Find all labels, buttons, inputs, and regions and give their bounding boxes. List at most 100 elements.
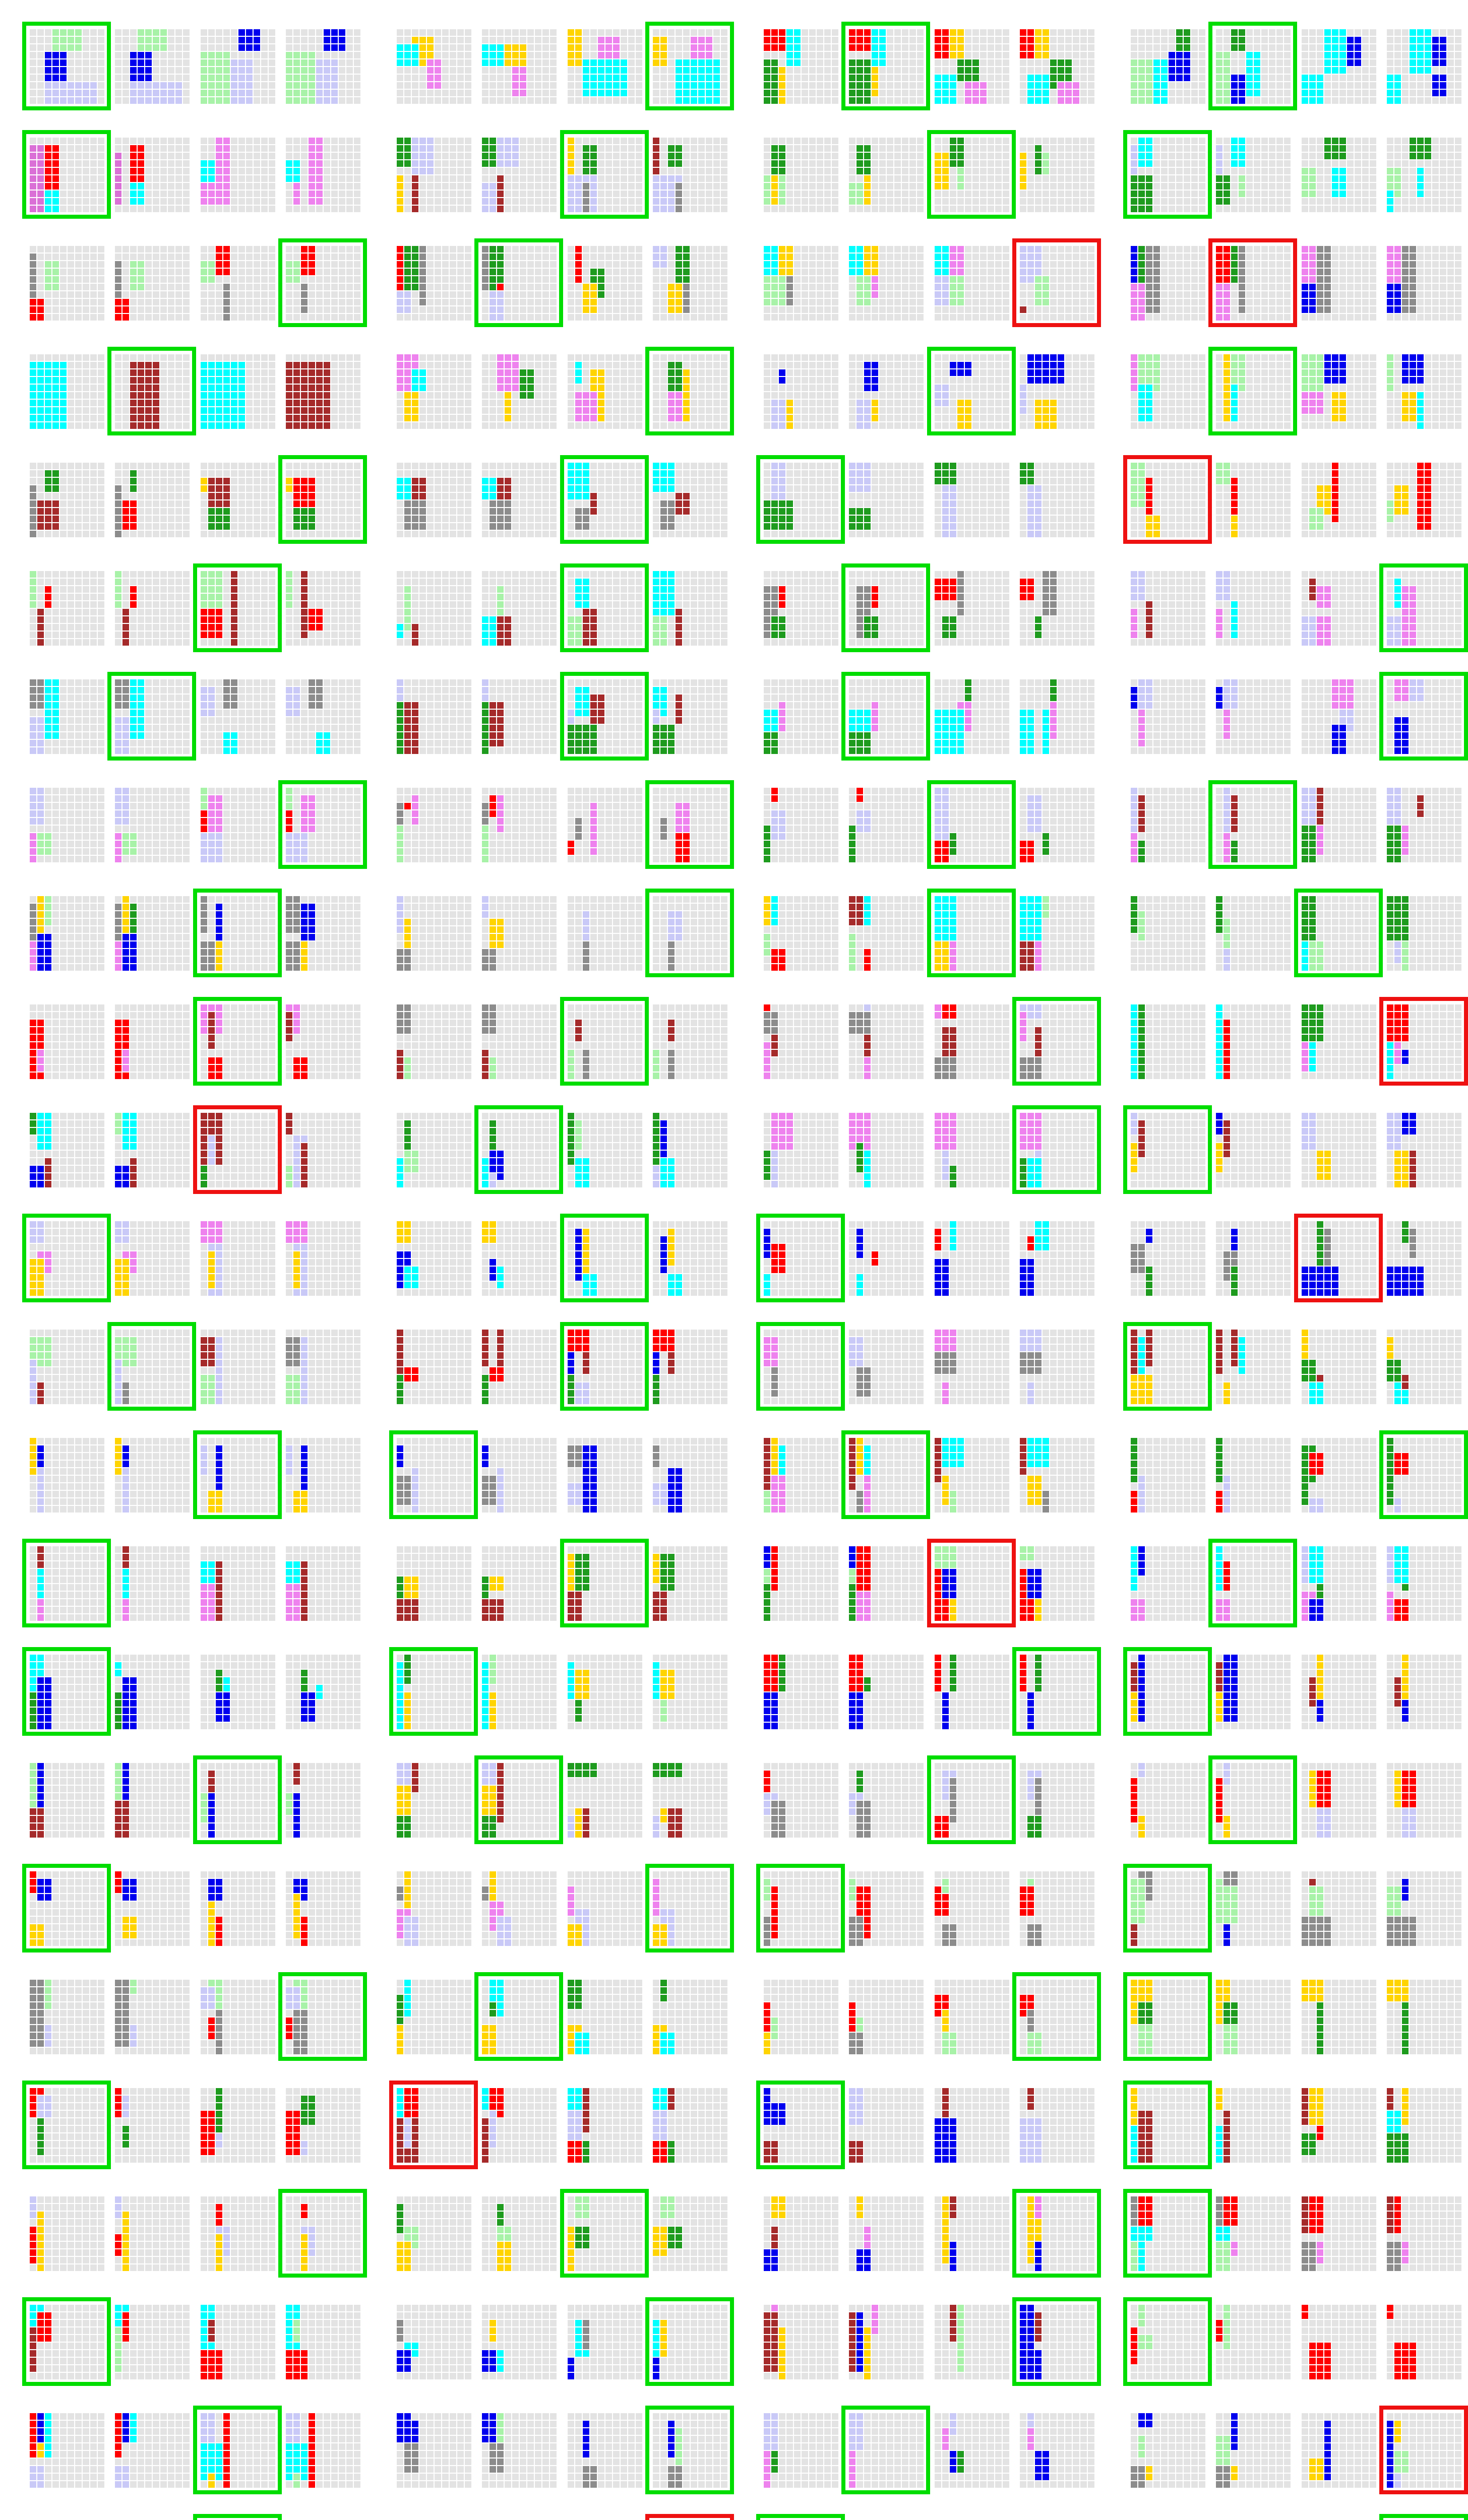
colored-block	[292, 2473, 300, 2488]
colored-block	[1026, 1691, 1034, 1729]
colored-block	[1137, 678, 1152, 709]
grid-panel	[481, 1437, 557, 1513]
colored-block	[855, 1273, 863, 1296]
colored-block	[114, 832, 121, 862]
colored-block	[411, 623, 418, 646]
grid-panel	[1123, 1864, 1212, 1952]
colored-block	[934, 895, 956, 940]
grid-panel	[200, 1870, 275, 1946]
grid-panel	[1301, 1979, 1376, 2054]
colored-block	[1215, 1661, 1222, 1699]
colored-block	[567, 1351, 574, 1374]
grid-panel	[652, 2087, 727, 2163]
colored-block	[855, 2311, 863, 2372]
grid-panel	[285, 1870, 360, 1946]
colored-block	[582, 1351, 589, 1374]
grid-panel	[1386, 1762, 1461, 1838]
colored-block	[488, 1366, 504, 1381]
grid-panel	[1386, 353, 1461, 429]
selection-border-green	[22, 1647, 111, 1736]
colored-block	[652, 2110, 667, 2140]
grid-panel	[652, 1220, 727, 1296]
colored-block	[1137, 2024, 1152, 2054]
colored-block	[215, 903, 222, 940]
colored-block	[934, 2117, 956, 2163]
colored-block	[481, 825, 488, 862]
colored-block	[29, 2465, 44, 2488]
colored-block	[770, 1243, 785, 1273]
grid-panel	[29, 1979, 104, 2054]
colored-block	[1393, 2342, 1416, 2379]
selection-border-green	[193, 889, 282, 977]
grid-panel	[567, 1979, 642, 2054]
colored-block	[285, 477, 292, 492]
colored-block	[964, 678, 971, 701]
grid-panel	[1123, 1105, 1212, 1194]
colored-block	[763, 1273, 770, 1296]
colored-block	[1215, 2241, 1230, 2271]
colored-block	[1145, 2465, 1152, 2480]
colored-block	[574, 1157, 589, 1187]
colored-block	[411, 1467, 418, 1513]
grid-panel	[567, 245, 642, 321]
colored-block	[396, 1576, 403, 1598]
colored-block	[871, 1250, 878, 1266]
colored-block	[763, 1545, 770, 1568]
colored-block	[1026, 1815, 1042, 1838]
grid-panel	[481, 2412, 557, 2488]
grid-panel	[481, 2195, 557, 2271]
colored-block	[567, 1591, 582, 1621]
colored-block	[1230, 28, 1245, 51]
colored-block	[481, 2087, 488, 2110]
colored-block	[215, 2203, 222, 2226]
colored-block	[1316, 1807, 1331, 1838]
grid-panel	[1215, 1437, 1291, 1513]
grid-panel	[848, 1654, 924, 1729]
colored-block	[36, 1878, 51, 1901]
selection-border-green	[1012, 1972, 1101, 2061]
colored-block	[207, 2017, 215, 2039]
colored-block	[285, 686, 300, 716]
colored-block	[1026, 353, 1064, 384]
colored-block	[1137, 1119, 1145, 1157]
colored-block	[396, 137, 411, 167]
colored-block	[114, 298, 129, 321]
colored-block	[855, 787, 863, 802]
colored-block	[215, 1336, 222, 1404]
colored-block	[763, 2311, 778, 2372]
colored-block	[1137, 1003, 1145, 1079]
colored-block	[496, 615, 511, 646]
colored-block	[1034, 144, 1042, 174]
colored-block	[1230, 245, 1238, 283]
grid-panel	[848, 2195, 924, 2271]
colored-block	[1222, 1654, 1238, 1722]
colored-block	[481, 477, 496, 499]
grid-panel	[1123, 1322, 1212, 1411]
grid-panel	[560, 2189, 649, 2278]
colored-block	[1331, 678, 1354, 709]
colored-block	[1222, 1119, 1230, 1157]
colored-block	[934, 1329, 956, 1351]
selection-border-green	[1379, 563, 1468, 652]
grid-panel	[396, 895, 471, 971]
colored-block	[941, 2195, 949, 2263]
colored-block	[667, 1467, 682, 1513]
grid-panel	[652, 1654, 727, 1729]
grid-panel	[841, 563, 930, 652]
colored-block	[121, 895, 129, 933]
grid-panel	[481, 570, 557, 646]
colored-block	[934, 384, 949, 406]
colored-block	[1145, 1228, 1152, 1243]
colored-block	[848, 1011, 871, 1034]
colored-block	[1401, 391, 1416, 421]
colored-block	[396, 825, 403, 862]
colored-block	[863, 1034, 871, 1056]
colored-block	[949, 1165, 956, 1187]
colored-block	[574, 245, 582, 283]
colored-block	[1215, 895, 1222, 933]
colored-block	[403, 701, 418, 754]
colored-block	[652, 1351, 659, 1374]
colored-block	[785, 275, 793, 305]
grid-panel	[763, 1545, 838, 1621]
colored-block	[292, 1250, 300, 1288]
